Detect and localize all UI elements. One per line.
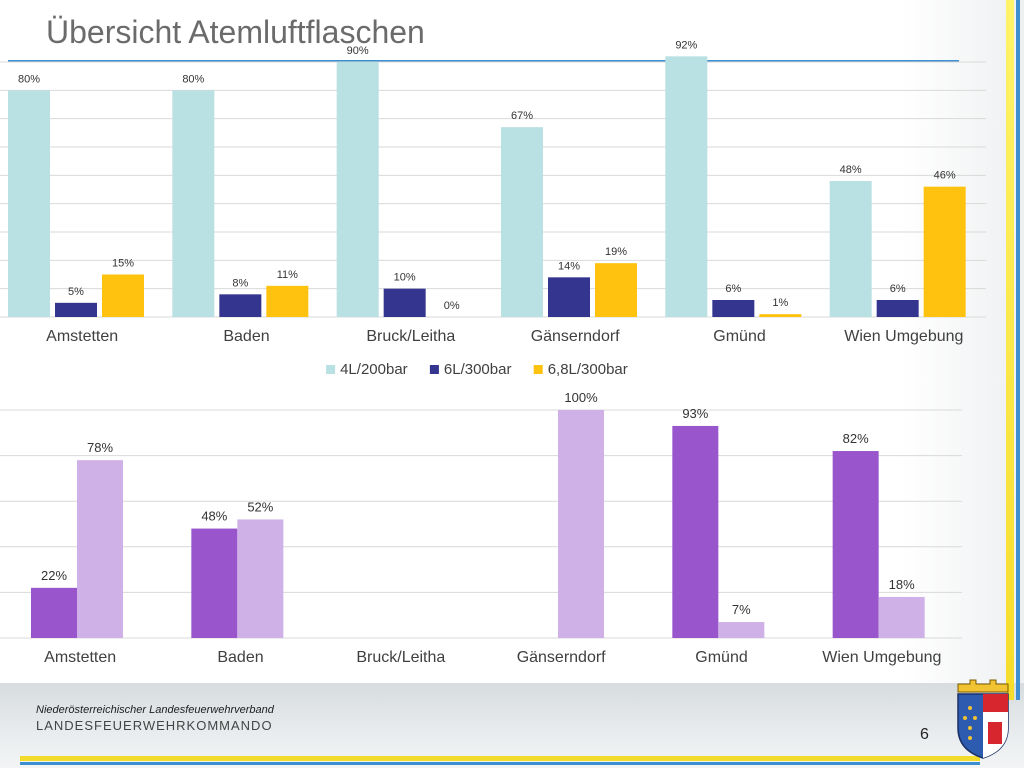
category-label: Amstetten (44, 649, 116, 666)
slide-title: Übersicht Atemluftflaschen (46, 14, 425, 50)
bar-4l-200bar (336, 62, 379, 317)
bar-nll (672, 425, 719, 638)
data-label: 7% (732, 602, 751, 617)
bar-nll (832, 451, 879, 638)
data-label: 5% (68, 286, 84, 298)
bar-6l-300bar (55, 302, 97, 317)
data-label: 14% (558, 260, 580, 272)
bottle-type-bar-chart: 80% 5% 15% Amstetten 80% 8% 11% Baden 90% 10% 0% Br… (0, 39, 986, 378)
bar-6-8l-300bar (759, 314, 802, 317)
data-label: 1% (772, 297, 788, 309)
bar-fin (558, 410, 604, 638)
data-label: 67% (511, 110, 533, 122)
bar-6-8l-300bar (102, 274, 144, 317)
data-label: 18% (889, 577, 915, 592)
data-label: 19% (605, 246, 627, 258)
bar-6l-300bar (383, 288, 426, 317)
bar-4l-200bar (172, 90, 215, 317)
category-label: Baden (217, 649, 263, 666)
footer-unit: LANDESFEUERWEHRKOMMANDO (36, 718, 273, 733)
legend-label: 6,8L/300bar (548, 361, 628, 378)
bar-nll (31, 587, 77, 638)
category-label: Wien Umgebung (822, 649, 941, 666)
data-label: 46% (934, 170, 956, 182)
bar-fin (718, 622, 765, 638)
bar-4l-200bar (829, 181, 872, 317)
category-label: Gänserndorf (517, 649, 606, 666)
bar-6l-300bar (219, 294, 262, 317)
frame-bottom-blue (20, 762, 980, 765)
bar-fin (77, 460, 123, 638)
coat-of-arms-icon (957, 679, 1009, 759)
bar-6-8l-300bar (923, 186, 966, 317)
category-label: Gmünd (695, 649, 747, 666)
legend-swatch (326, 365, 336, 374)
data-label: 82% (843, 431, 869, 446)
category-label: Bruck/Leitha (356, 649, 445, 666)
bar-4l-200bar (665, 56, 708, 317)
data-label: 22% (41, 568, 67, 583)
data-label: 100% (564, 390, 598, 405)
bar-fin (878, 596, 925, 638)
frame-stripe-blue (1016, 0, 1020, 700)
bar-6l-300bar (712, 300, 755, 317)
data-label: 6% (890, 283, 906, 295)
page-number: 6 (920, 726, 929, 743)
category-label: Amstetten (46, 328, 118, 345)
data-label: 52% (247, 499, 273, 514)
data-label: 80% (18, 73, 40, 85)
bar-4l-200bar (501, 127, 543, 318)
bar-fin (237, 519, 284, 638)
data-label: 0% (444, 300, 460, 312)
data-label: 8% (232, 277, 248, 289)
frame-stripe-yellow (1006, 0, 1014, 700)
footer-band (0, 683, 1024, 768)
legend-label: 6L/300bar (444, 361, 512, 378)
category-label: Baden (223, 328, 269, 345)
frame-bottom-yellow (20, 756, 980, 761)
bar-4l-200bar (8, 90, 50, 317)
bar-6-8l-300bar (266, 285, 309, 317)
bar-nll (191, 528, 238, 638)
data-label: 90% (347, 45, 369, 57)
data-label: 15% (112, 258, 134, 270)
legend-swatch (429, 365, 439, 374)
bar-6l-300bar (548, 277, 590, 317)
data-label: 10% (394, 272, 416, 284)
data-label: 92% (675, 39, 697, 51)
category-label: Gmünd (713, 328, 765, 345)
title-underline (8, 60, 959, 62)
data-label: 93% (682, 406, 708, 421)
legend-swatch (533, 365, 543, 374)
data-label: 48% (840, 164, 862, 176)
data-label: 6% (725, 283, 741, 295)
footer-organization: Niederösterreichischer Landesfeuerwehrve… (36, 704, 274, 716)
data-label: 78% (87, 440, 113, 455)
bar-6-8l-300bar (595, 263, 637, 317)
category-label: Wien Umgebung (844, 328, 963, 345)
bar-6l-300bar (876, 300, 919, 317)
data-label: 11% (277, 269, 298, 281)
data-label: 48% (201, 509, 227, 524)
legend-label: 4L/200bar (340, 361, 408, 378)
category-label: Bruck/Leitha (366, 328, 455, 345)
category-label: Gänserndorf (531, 328, 620, 345)
data-label: 80% (182, 73, 204, 85)
